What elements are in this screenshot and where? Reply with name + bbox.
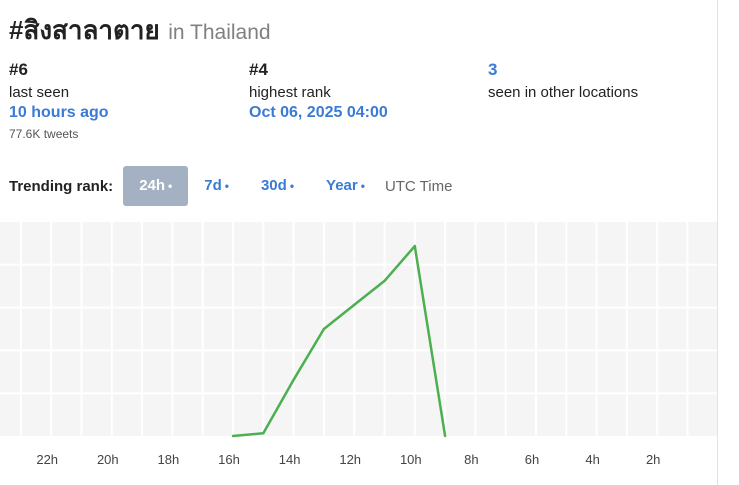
tab-year-label: Year	[326, 177, 358, 194]
chart-data-point	[262, 432, 265, 435]
chart-x-tick-label: 14h	[279, 452, 301, 467]
chart-x-tick-label: 6h	[525, 452, 539, 467]
page-margin	[718, 0, 739, 485]
chart-x-tick-label: 16h	[218, 452, 240, 467]
tab-30d-dot: •	[289, 179, 295, 193]
chart-x-tick-label: 12h	[339, 452, 361, 467]
chart-x-tick-label: 4h	[585, 452, 599, 467]
chart-data-point	[383, 279, 386, 283]
last-seen-label: last seen	[9, 84, 70, 101]
chart-x-tick-label: 2h	[646, 452, 660, 467]
page-divider	[717, 0, 718, 485]
chart-x-tick-label: 20h	[97, 452, 119, 467]
chart-x-tick-label: 22h	[36, 452, 58, 467]
chart-plot-area	[0, 222, 717, 436]
tab-7d[interactable]: 7d •	[188, 166, 245, 206]
hashtag-title: #สิงสาลาตาย	[9, 15, 160, 45]
chart-series-line	[232, 244, 447, 438]
page-title: #สิงสาลาตาย in Thailand	[9, 10, 271, 51]
utc-time-label: UTC Time	[384, 177, 453, 195]
tab-24h-label: 24h	[139, 177, 166, 194]
chart-data-point	[413, 244, 416, 248]
tab-24h[interactable]: 24h •	[123, 166, 189, 206]
location-label: in Thailand	[168, 21, 271, 44]
chart-x-tick-label: 8h	[464, 452, 478, 467]
trending-rank-label: Trending rank:	[9, 177, 114, 195]
tab-7d-label: 7d	[204, 177, 222, 194]
tab-7d-dot: •	[224, 179, 229, 193]
chart-data-point	[231, 434, 235, 438]
highest-rank-label: highest rank	[249, 84, 331, 101]
tweet-count: 77.6K tweets	[9, 127, 79, 141]
tab-30d[interactable]: 30d •	[245, 166, 310, 206]
last-seen-rank: #6	[9, 60, 28, 79]
stat-highest-rank: #4 highest rank Oct 06, 2025 04:00	[249, 60, 388, 123]
trending-rank-tabs: Trending rank: 24h • 7d • 30d • Year • UTC T…	[9, 166, 452, 206]
highest-rank-date: Oct 06, 2025 04:00	[249, 104, 388, 121]
stat-other-locations: 3 seen in other locations	[488, 60, 638, 103]
other-locations-label: seen in other locations	[488, 84, 639, 101]
chart-data-point	[443, 434, 447, 438]
chart-x-tick-label: 10h	[400, 452, 422, 467]
tab-year-dot: •	[360, 179, 365, 193]
tab-30d-label: 30d	[260, 177, 287, 194]
chart-data-point	[292, 378, 295, 382]
chart-data-point	[353, 303, 356, 307]
highest-rank-value: #4	[249, 60, 268, 79]
tab-24h-dot: •	[168, 179, 173, 193]
chart-x-tick-label: 18h	[158, 452, 180, 467]
chart-data-point	[322, 327, 326, 331]
other-locations-count[interactable]: 3	[488, 60, 498, 79]
trending-rank-chart: 22h 20h 18h 16h 14h 12h 10h 8h 6h 4h 2h	[0, 222, 717, 467]
last-seen-value: 10 hours ago	[9, 104, 109, 121]
tab-year[interactable]: Year •	[310, 166, 381, 206]
stat-last-seen: #6 last seen 10 hours ago 77.6K tweets	[9, 60, 109, 141]
